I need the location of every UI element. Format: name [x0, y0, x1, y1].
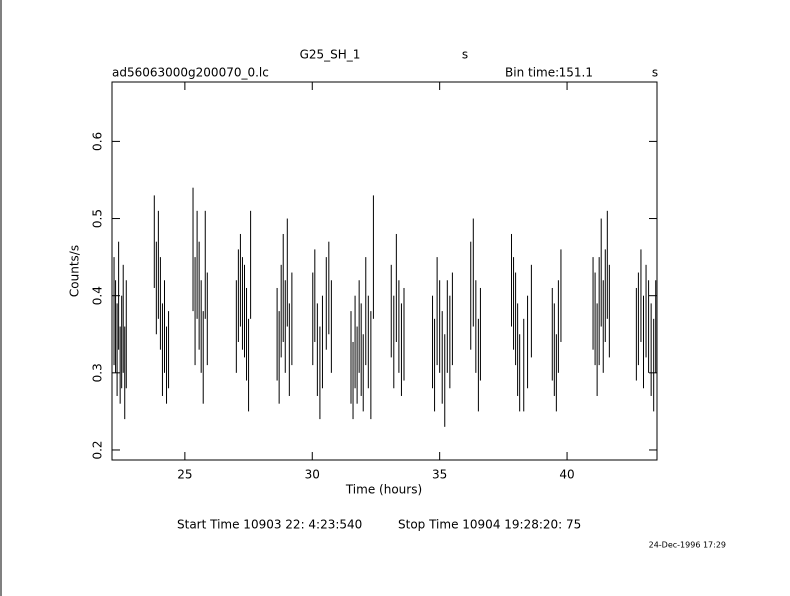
title-unit: s [462, 48, 468, 62]
y-tick-label: 0.6 [91, 132, 105, 151]
stop-time: Stop Time 10904 19:28:20: 75 [398, 518, 581, 532]
x-tick-label: 40 [559, 468, 574, 482]
y-tick-label: 0.2 [91, 440, 105, 459]
plot-frame [111, 81, 658, 461]
chart-title: G25_SH_1 [300, 48, 361, 62]
x-tick-label: 30 [305, 468, 320, 482]
x-axis-label: Time (hours) [345, 483, 422, 497]
date-stamp: 24-Dec-1996 17:29 [649, 541, 726, 550]
y-tick-label: 0.5 [91, 209, 105, 228]
x-tick-label: 35 [432, 468, 447, 482]
x-tick-label: 25 [177, 468, 192, 482]
y-axis-label: Counts/s [68, 245, 82, 297]
y-tick-label: 0.4 [91, 286, 105, 305]
start-time: Start Time 10903 22: 4:23:540 [177, 518, 362, 532]
bin-time-label: Bin time: [505, 66, 559, 80]
file-name: ad56063000g200070_0.lc [112, 66, 269, 80]
y-tick-label: 0.3 [91, 363, 105, 382]
bin-time-unit: s [652, 66, 658, 80]
bin-time: 151.1 [559, 66, 593, 80]
